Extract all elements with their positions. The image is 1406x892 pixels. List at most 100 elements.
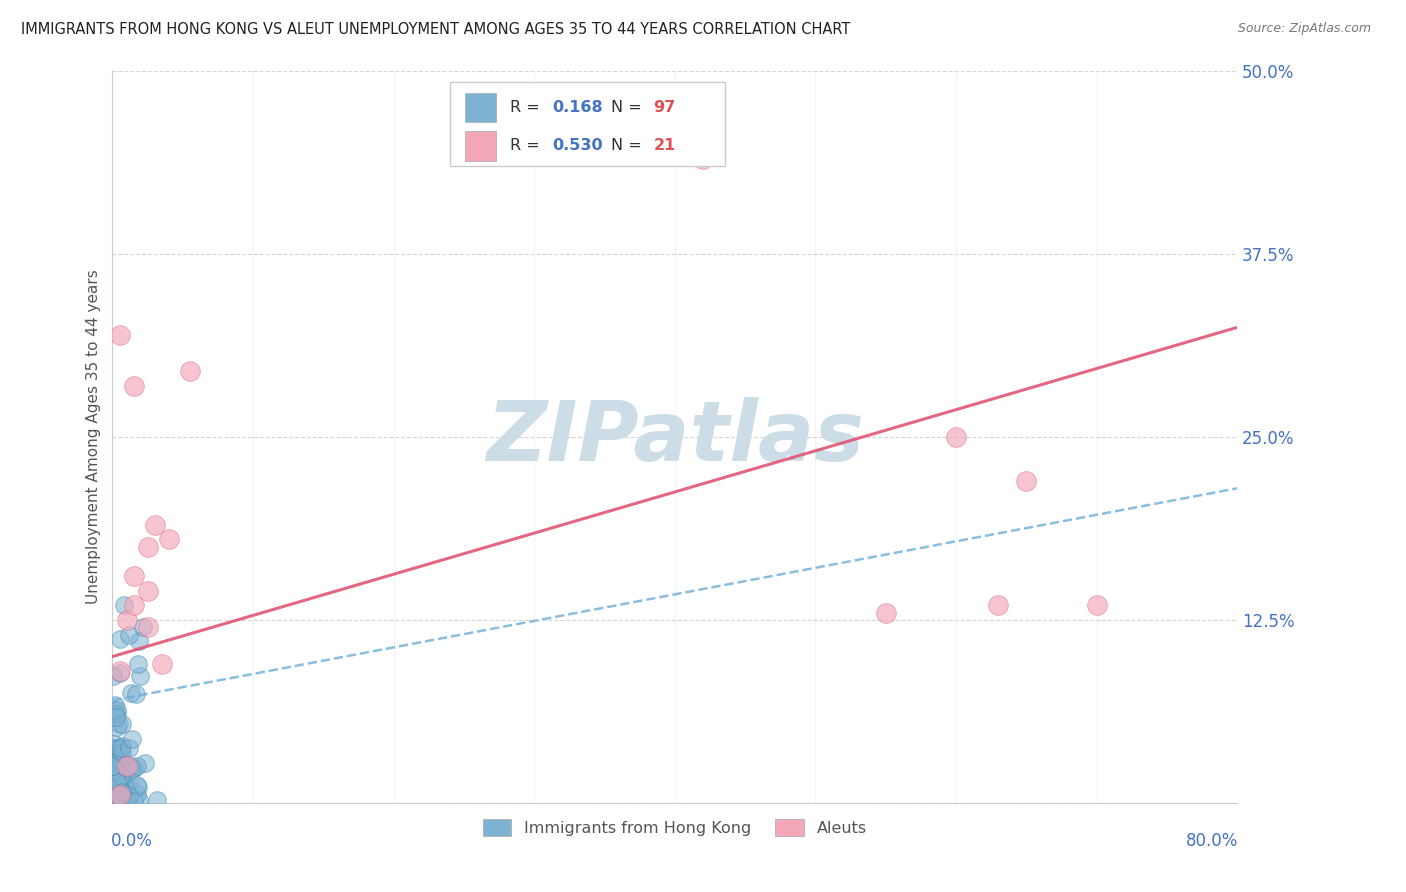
Text: 97: 97: [654, 100, 676, 115]
Point: [107, 764, 129, 779]
Point: [111, 762, 134, 776]
Point: [112, 599, 135, 613]
Point: [107, 776, 129, 790]
Point: [179, 364, 201, 378]
Point: [114, 780, 136, 795]
Point: [107, 758, 129, 772]
Point: [107, 740, 129, 755]
Point: [875, 606, 897, 620]
Point: [104, 707, 127, 722]
Point: [105, 796, 128, 810]
Point: [103, 790, 125, 805]
Point: [692, 152, 714, 166]
Point: [108, 788, 131, 802]
Point: [118, 627, 141, 641]
Point: [103, 767, 125, 781]
Point: [101, 771, 124, 785]
Point: [108, 789, 131, 803]
Point: [128, 633, 150, 648]
Point: [104, 777, 127, 791]
Point: [108, 327, 131, 342]
Point: [101, 668, 124, 682]
Point: [103, 788, 125, 802]
Point: [134, 756, 156, 771]
Point: [118, 789, 141, 804]
Point: [101, 758, 124, 772]
Text: N =: N =: [610, 100, 647, 115]
Point: [101, 746, 124, 760]
Point: [107, 786, 129, 800]
Point: [122, 379, 145, 393]
Point: [107, 785, 129, 799]
Y-axis label: Unemployment Among Ages 35 to 44 years: Unemployment Among Ages 35 to 44 years: [86, 269, 101, 605]
Point: [115, 791, 138, 805]
Point: [105, 781, 128, 796]
Point: [107, 795, 129, 809]
Point: [101, 781, 124, 796]
Point: [104, 709, 127, 723]
Text: IMMIGRANTS FROM HONG KONG VS ALEUT UNEMPLOYMENT AMONG AGES 35 TO 44 YEARS CORREL: IMMIGRANTS FROM HONG KONG VS ALEUT UNEMP…: [21, 22, 851, 37]
Point: [103, 737, 125, 751]
Point: [104, 791, 127, 805]
Point: [122, 761, 145, 775]
Point: [121, 762, 143, 776]
Point: [108, 778, 131, 792]
Point: [105, 782, 128, 797]
Point: [150, 657, 173, 671]
Point: [110, 751, 132, 765]
Point: [111, 746, 134, 760]
Point: [945, 430, 967, 444]
Point: [107, 776, 129, 790]
Point: [117, 779, 139, 793]
Point: [112, 777, 135, 791]
Point: [125, 778, 148, 792]
Point: [129, 669, 152, 683]
Text: 21: 21: [654, 138, 676, 153]
Text: N =: N =: [610, 138, 647, 153]
Point: [108, 664, 131, 678]
Point: [1015, 474, 1038, 488]
Point: [107, 796, 129, 810]
Point: [103, 780, 125, 795]
Text: 0.530: 0.530: [553, 138, 603, 153]
Point: [111, 785, 134, 799]
Point: [115, 759, 138, 773]
Point: [101, 782, 124, 797]
Point: [105, 706, 128, 721]
Point: [103, 781, 125, 796]
Point: [104, 758, 127, 772]
Point: [103, 789, 125, 804]
Point: [107, 789, 129, 803]
Point: [115, 613, 138, 627]
Point: [110, 793, 132, 807]
Point: [114, 780, 136, 795]
FancyBboxPatch shape: [464, 93, 496, 122]
Point: [104, 698, 127, 713]
Point: [987, 599, 1010, 613]
Text: 80.0%: 80.0%: [1187, 832, 1239, 850]
Point: [110, 769, 132, 783]
Point: [105, 763, 128, 777]
Point: [136, 583, 159, 598]
Point: [127, 759, 149, 773]
Point: [101, 740, 124, 755]
Point: [104, 761, 127, 775]
Point: [103, 792, 125, 806]
Point: [105, 720, 128, 734]
Point: [132, 620, 155, 634]
Point: [136, 620, 159, 634]
Text: R =: R =: [509, 138, 544, 153]
Point: [125, 787, 148, 801]
Point: [110, 741, 132, 756]
Point: [146, 792, 169, 806]
Point: [1085, 599, 1108, 613]
Text: 0.0%: 0.0%: [111, 832, 153, 850]
Point: [107, 716, 129, 731]
Point: [101, 758, 124, 772]
Point: [120, 759, 142, 773]
Point: [157, 533, 180, 547]
Point: [104, 760, 127, 774]
Point: [103, 704, 125, 718]
Point: [107, 785, 129, 799]
Point: [128, 793, 150, 807]
